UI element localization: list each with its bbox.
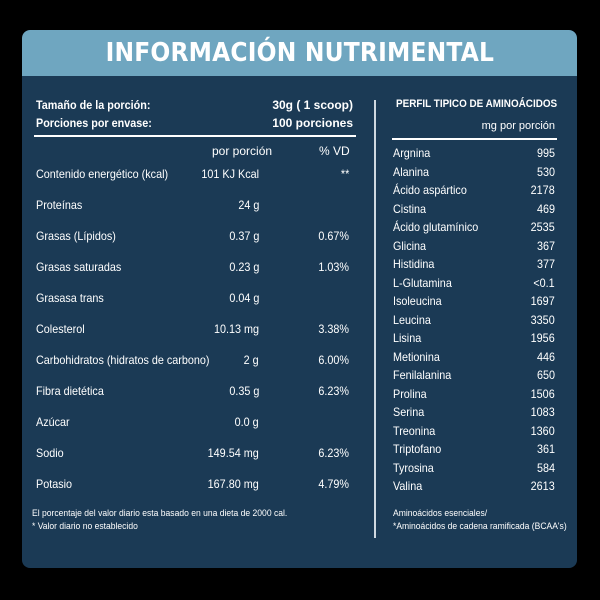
amino-name: Prolina [393, 386, 427, 401]
column-header-vd: % VD [319, 144, 350, 158]
amino-name: Lisina [393, 331, 422, 345]
nutrient-vd: 6.23% [318, 446, 349, 460]
serving-divider [34, 135, 356, 137]
amino-name: Treonina [393, 423, 436, 438]
amino-name: Ácido glutamínico [393, 220, 479, 234]
nutrient-vd: 3.38% [318, 322, 349, 336]
serving-size-value: 30g ( 1 scoop) [272, 98, 353, 112]
nutrient-vd: ** [340, 167, 349, 181]
amino-name: Serina [393, 405, 425, 419]
nutrient-amount: 10.13 mg [213, 322, 259, 336]
amino-name: Glicina [393, 238, 427, 253]
portions-value: 100 porciones [272, 116, 353, 130]
nutrient-amount: 0.35 g [228, 384, 259, 398]
amino-profile-title: PERFIL TIPICO DE AMINOÁCIDOS [396, 98, 558, 110]
nutrient-label: Fibra dietética [36, 384, 104, 398]
amino-value: 1083 [530, 405, 555, 419]
amino-value: 1360 [530, 423, 555, 438]
amino-name: Alanina [393, 164, 430, 179]
amino-name: Isoleucina [393, 294, 442, 308]
amino-name: Fenilalanina [393, 368, 452, 382]
nutrient-amount: 24 g [237, 198, 259, 212]
amino-value: 650 [536, 368, 555, 382]
amino-value: 995 [536, 146, 555, 160]
column-header-per-portion: por porción [212, 144, 273, 158]
amino-value: 2535 [530, 220, 555, 234]
amino-value: 446 [536, 349, 555, 364]
amino-name: Argnina [393, 146, 431, 160]
nutrition-panel: INFORMACIÓN NUTRIMENTAL Tamaño de la por… [22, 30, 577, 568]
nutrient-vd: 1.03% [318, 260, 349, 274]
nutrient-label: Potasio [36, 477, 73, 491]
serving-size-label: Tamaño de la porción: [36, 98, 151, 112]
amino-name: Triptofano [393, 442, 442, 456]
amino-name: Histidina [393, 257, 435, 271]
nutrient-amount: 149.54 mg [207, 446, 259, 460]
amino-unit-label: mg por porción [481, 120, 555, 132]
nutrient-label: Sodio [36, 446, 64, 460]
nutrient-label: Azúcar [36, 415, 70, 429]
column-divider [374, 100, 376, 538]
amino-value: 2178 [530, 183, 555, 197]
amino-value: 1506 [530, 386, 555, 401]
amino-value: <0.1 [533, 275, 555, 290]
nutrient-amount: 0.37 g [228, 229, 259, 243]
nutrient-label: Grasas (Lípidos) [36, 229, 116, 243]
amino-value: 1956 [530, 331, 555, 345]
amino-name: Ácido aspártico [393, 183, 467, 197]
nutrient-amount: 0.04 g [228, 291, 259, 305]
amino-divider [392, 138, 557, 140]
nutrient-vd: 4.79% [318, 477, 349, 491]
page-title: INFORMACIÓN NUTRIMENTAL [105, 38, 494, 68]
nutrient-label: Contenido energético (kcal) [36, 167, 169, 181]
header-bar: INFORMACIÓN NUTRIMENTAL [22, 30, 577, 76]
nutrient-label: Grasas saturadas [36, 260, 122, 274]
footnote-daily-value: El porcentaje del valor diario esta basa… [32, 508, 288, 519]
nutrient-label: Colesterol [36, 322, 85, 336]
nutrient-amount: 101 KJ Kcal [201, 167, 259, 181]
amino-value: 361 [536, 442, 555, 456]
portions-label: Porciones por envase: [36, 116, 152, 130]
nutrient-amount: 2 g [243, 353, 259, 367]
nutrient-vd: 0.67% [318, 229, 349, 243]
nutrient-label: Carbohidratos (hidratos de carbono) [36, 353, 210, 367]
amino-name: Tyrosina [393, 460, 434, 475]
amino-value: 469 [536, 201, 555, 216]
amino-value: 367 [536, 238, 555, 253]
nutrient-label: Proteínas [36, 198, 83, 212]
nutrient-amount: 0.0 g [234, 415, 259, 429]
amino-footnote-bcaa: *Aminoácidos de cadena ramificada (BCAA'… [393, 521, 567, 532]
amino-name: Metionina [393, 349, 440, 364]
amino-name: Cistina [393, 201, 427, 216]
amino-value: 377 [536, 257, 555, 271]
nutrient-vd: 6.23% [318, 384, 349, 398]
amino-name: L-Glutamina [393, 275, 452, 290]
nutrient-amount: 167.80 mg [207, 477, 259, 491]
amino-value: 3350 [530, 312, 555, 327]
amino-value: 1697 [530, 294, 555, 308]
amino-value: 2613 [530, 479, 555, 493]
amino-name: Leucina [393, 312, 431, 327]
amino-value: 530 [536, 164, 555, 179]
footnote-not-established: * Valor diario no establecido [32, 521, 138, 532]
nutrient-label: Grasasa trans [36, 291, 104, 305]
amino-value: 584 [536, 460, 555, 475]
amino-footnote-essential: Aminoácidos esenciales/ [393, 508, 488, 519]
amino-name: Valina [393, 479, 423, 493]
nutrient-vd: 6.00% [318, 353, 349, 367]
nutrient-amount: 0.23 g [228, 260, 259, 274]
